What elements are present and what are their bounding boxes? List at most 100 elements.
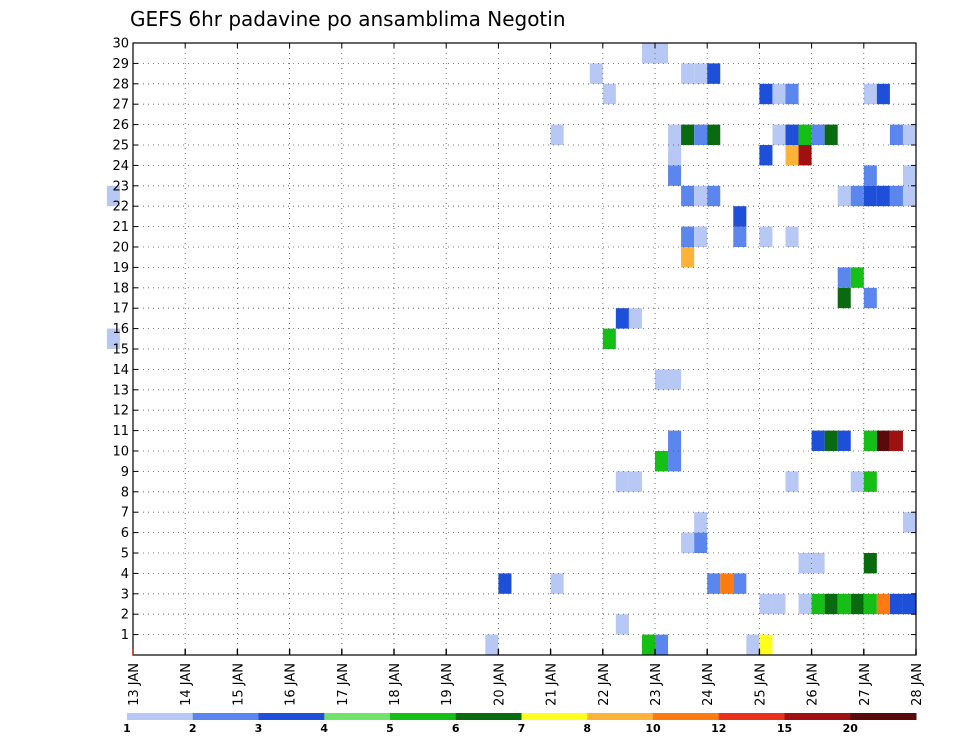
cell-39 [837,430,851,451]
legend-swatch-7 [587,713,654,720]
cell-30 [628,471,642,492]
legend-label-2: 3 [255,722,263,735]
cell-84 [798,124,812,145]
cell-21 [733,573,747,594]
cell-8 [798,593,812,615]
cell-41 [876,430,890,451]
cell-29 [615,471,629,492]
legend-swatch-2 [258,713,325,720]
xtick-label-7: 20 JAN [492,663,507,706]
ytick-label-29: 29 [112,57,129,72]
cell-37 [811,430,825,451]
legend-label-0: 1 [123,722,131,735]
cell-53 [681,247,695,268]
cell-16 [902,593,916,615]
cell-80 [694,124,708,145]
xtick-label-14: 27 JAN [858,663,873,706]
cell-12 [850,593,864,615]
xtick-label-6: 19 JAN [440,663,455,706]
cell-15 [889,593,903,615]
cell-14 [876,593,890,615]
cell-78 [668,124,682,145]
cell-69 [902,185,916,207]
cell-13 [863,593,877,615]
cell-61 [681,185,695,207]
ytick-label-22: 22 [112,200,129,215]
cell-17 [498,573,512,594]
ytick-label-20: 20 [112,241,129,256]
legend-label-10: 15 [777,722,792,735]
legend-label-4: 5 [386,722,394,735]
cell-11 [837,593,851,615]
cell-32 [850,471,864,492]
cell-25 [681,532,695,553]
cell-7 [772,593,786,615]
cell-77 [550,124,564,145]
cell-0 [485,634,499,655]
xtick-label-4: 17 JAN [336,663,351,706]
cell-68 [889,185,903,207]
cell-55 [694,226,708,247]
cell-9 [811,593,825,615]
cell-38 [824,430,838,451]
cell-58 [785,226,799,247]
cell-47 [615,308,629,329]
cell-3 [746,634,760,655]
cell-96 [681,63,695,84]
ytick-label-7: 7 [121,506,129,521]
xtick-label-10: 23 JAN [649,663,664,706]
cell-82 [772,124,786,145]
legend-label-9: 12 [711,722,726,735]
cell-18 [550,573,564,594]
cell-99 [641,43,655,64]
ytick-label-3: 3 [121,587,129,602]
ytick-label-6: 6 [121,526,129,541]
ytick-label-13: 13 [112,383,129,398]
cell-36 [668,430,682,451]
cell-35 [668,451,682,472]
ytick-label-12: 12 [112,404,129,419]
data-cells [106,43,916,655]
cell-43 [655,369,669,390]
grid [133,43,916,655]
cell-50 [863,287,877,309]
cell-74 [759,145,773,166]
cell-51 [837,267,851,288]
cell-60 [106,185,120,207]
legend-swatch-4 [390,713,457,720]
cell-72 [902,165,916,186]
cell-67 [876,185,890,207]
cell-44 [668,369,682,390]
legend-swatch-0 [127,713,194,720]
ytick-label-26: 26 [112,118,129,133]
cell-79 [681,124,695,145]
legend-label-5: 6 [452,722,460,735]
xtick-label-1: 14 JAN [179,663,194,706]
cell-26 [694,532,708,553]
cell-66 [863,185,877,207]
cell-10 [824,593,838,615]
xtick-label-11: 24 JAN [701,663,716,706]
cell-97 [694,63,708,84]
cell-89 [759,83,773,105]
ytick-label-27: 27 [112,98,129,113]
legend-label-3: 4 [320,722,328,735]
x-axis: 13 JAN 14 JAN 15 JAN 16 JAN 17 JAN 18 JAN 19 J… [127,43,925,706]
xtick-label-12: 25 JAN [753,663,768,706]
cell-93 [876,83,890,105]
ytick-label-16: 16 [112,322,129,337]
cell-6 [759,593,773,615]
legend-swatch-10 [784,713,851,720]
cell-65 [850,185,864,207]
legend: 1 2 3 4 5 6 7 8 10 12 15 20 [123,713,917,735]
cell-95 [589,63,603,84]
cell-46 [106,328,120,349]
xtick-label-0: 13 JAN [127,663,142,706]
cell-92 [863,83,877,105]
cell-100 [655,43,669,64]
cell-4 [759,634,773,655]
cell-75 [785,145,799,166]
legend-swatch-6 [521,713,588,720]
cell-48 [628,308,642,329]
